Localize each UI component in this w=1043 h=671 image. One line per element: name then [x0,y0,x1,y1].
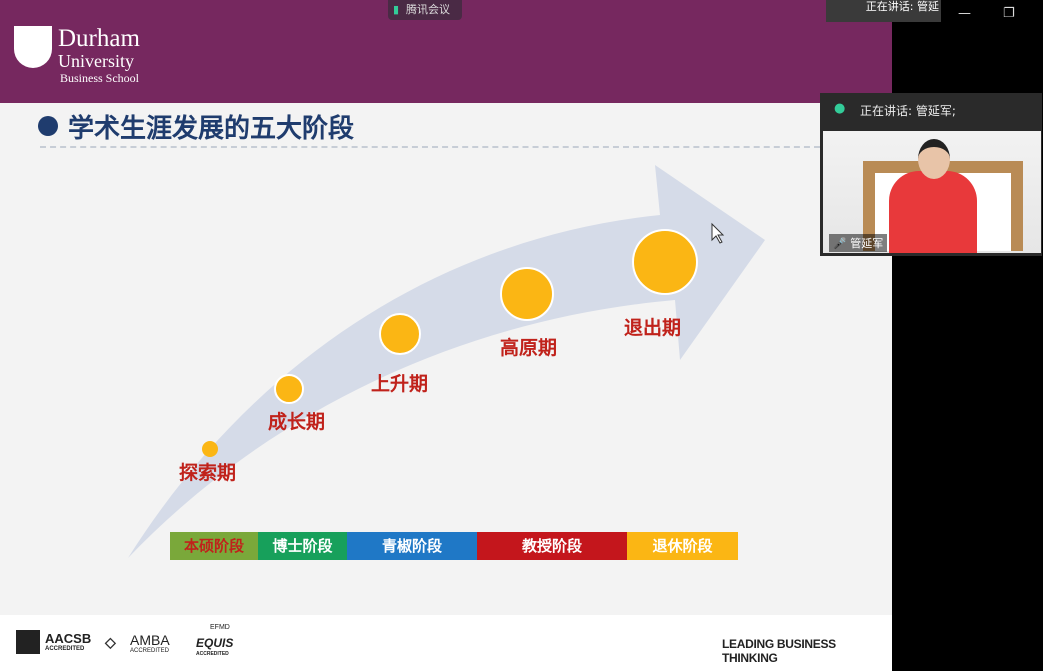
period-label: 上升期 [371,373,429,395]
stage-bar: 本硕阶段 博士阶段 青椒阶段 教授阶段 退休阶段 [170,532,738,560]
aacsb-sub: ACCREDITED [45,646,85,652]
mouse-cursor-icon [711,222,725,244]
stage-circle-1 [202,441,218,457]
logo-line2: University [58,51,134,71]
presentation-slide: Durham University Business School 学术生涯发展… [0,0,892,671]
microphone-icon: ● [834,101,846,116]
period-label: 成长期 [268,411,326,433]
slide-title: 学术生涯发展的五大阶段 [68,114,355,144]
stage-circle-3 [379,313,421,355]
logo-line1: Durham [58,25,140,52]
participant-head [918,139,950,179]
participant-video[interactable]: 🎤 管延军 [823,131,1041,253]
aacsb-text: AACSB [45,631,92,646]
title-bullet-icon [38,116,58,136]
career-arrow-graphic [128,165,765,558]
minimize-button[interactable]: — [958,6,971,21]
signal-icon: ▮ [393,3,400,16]
period-label: 高原期 [500,337,558,359]
app-name: 腾讯会议 [406,3,450,16]
slide-footer: AACSB ACCREDITED ◇ AMBA ACCREDITED EFMD … [0,615,892,671]
period-label: 探索期 [179,462,237,484]
stage-circle-5 [632,229,698,295]
equis-text: EQUIS [196,636,234,650]
speaking-indicator: 正在讲话: 管延 [826,0,941,22]
participant-body [889,171,977,253]
period-label: 退出期 [624,317,682,339]
participant-name: 🎤 管延军 [829,234,888,252]
stage-segment: 本硕阶段 [170,532,258,560]
amba-diamond-icon: ◇ [105,634,116,650]
stage-circle-4 [500,267,554,321]
stage-segment: 退休阶段 [627,532,738,560]
amba-text: AMBA [130,632,170,648]
logo-line3: Business School [60,71,140,85]
divider [40,146,820,148]
efmd-text: EFMD [210,624,230,631]
curved-arrow [128,165,765,558]
speaking-text: 正在讲话: 管延 [865,0,939,13]
stage-segment: 博士阶段 [258,532,347,560]
stage-circle-2 [274,374,304,404]
tagline: LEADING BUSINESS THINKING [722,637,836,665]
amba-sub: ACCREDITED [130,648,170,654]
video-panel: ● 正在讲话: 管延军; 🎤 管延军 [820,93,1042,256]
equis-sub: ACCREDITED [196,651,229,657]
meeting-app-badge[interactable]: ▮ 腾讯会议 [388,0,462,20]
stage-segment: 教授阶段 [477,532,627,560]
restore-button[interactable]: ❐ [1003,6,1015,21]
aacsb-logo-icon [16,630,40,654]
speaking-label: 正在讲话: 管延军; [860,104,956,118]
shield-icon [14,26,52,68]
stage-segment: 青椒阶段 [347,532,477,560]
participant-name-text: 管延军 [850,237,884,250]
